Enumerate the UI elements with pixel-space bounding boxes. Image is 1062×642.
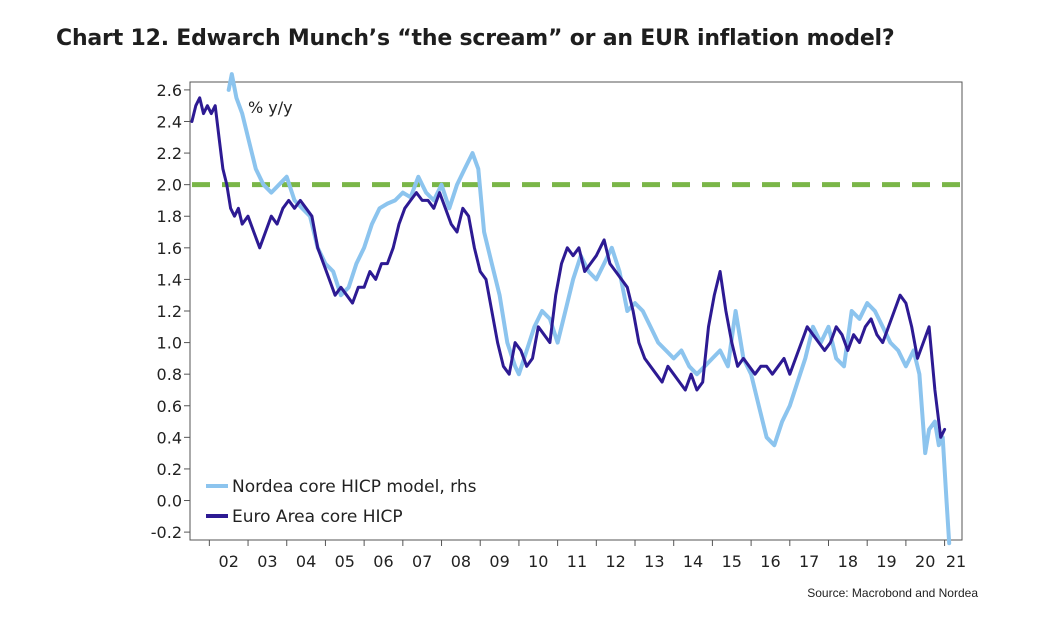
y-tick-label: 1.0 [157,334,182,353]
y-tick-label: 2.2 [157,144,182,163]
y-tick-label: 0.2 [157,460,182,479]
y-tick-label: -0.2 [151,523,182,542]
axes: 2.6 2.4 2.2 2.0 1.8 1.6 1.4 1.2 1.0 0.8 0.6 0.4 0.2 0… [151,81,966,571]
y-tick-label: 1.2 [157,302,182,321]
x-tick-label: 08 [451,552,471,571]
x-tick-label: 20 [915,552,935,571]
x-tick-label: 11 [567,552,587,571]
y-tick-label: 1.8 [157,207,182,226]
x-tick-label: 12 [605,552,625,571]
y-tick-label: 0.0 [157,492,182,511]
y-tick-label: 0.4 [157,428,182,447]
x-tick-label: 17 [799,552,819,571]
legend-label-nordea-model: Nordea core HICP model, rhs [232,477,477,497]
series-group [190,72,952,546]
x-tick-label: 05 [335,552,355,571]
chart-title: Chart 12. Edwarch Munch’s “the scream” o… [56,26,895,51]
x-tick-label: 14 [683,552,703,571]
x-tick-label: 02 [219,552,239,571]
y-tick-label: 0.6 [157,397,182,416]
y-tick-label: 1.4 [157,270,182,289]
y-tick-label: 2.4 [157,112,182,131]
x-tick-label: 10 [528,552,548,571]
plot-frame [189,81,963,541]
legend-label-euro-core-hicp: Euro Area core HICP [232,507,403,527]
x-tick-label: 15 [722,552,742,571]
y-tick-label: 0.8 [157,365,182,384]
unit-label: % y/y [248,98,293,117]
x-tick-label: 19 [876,552,896,571]
source-note: Source: Macrobond and Nordea [807,586,978,600]
x-tick-label: 04 [296,552,316,571]
x-tick-label: 07 [412,552,432,571]
series-line-euro-core-hicp [190,96,947,439]
y-tick-label: 2.0 [157,176,182,195]
y-tick-label: 1.6 [157,239,182,258]
x-tick-label: 21 [946,552,966,571]
x-tick-label: 16 [760,552,780,571]
x-tick-label: 09 [489,552,509,571]
x-tick-label: 18 [838,552,858,571]
x-tick-label: 06 [373,552,393,571]
x-tick-label: 13 [644,552,664,571]
y-tick-label: 2.6 [157,81,182,100]
x-tick-label: 03 [257,552,277,571]
legend: Nordea core HICP model, rhs Euro Area cor… [206,477,477,527]
series-line-nordea-model [226,72,952,546]
